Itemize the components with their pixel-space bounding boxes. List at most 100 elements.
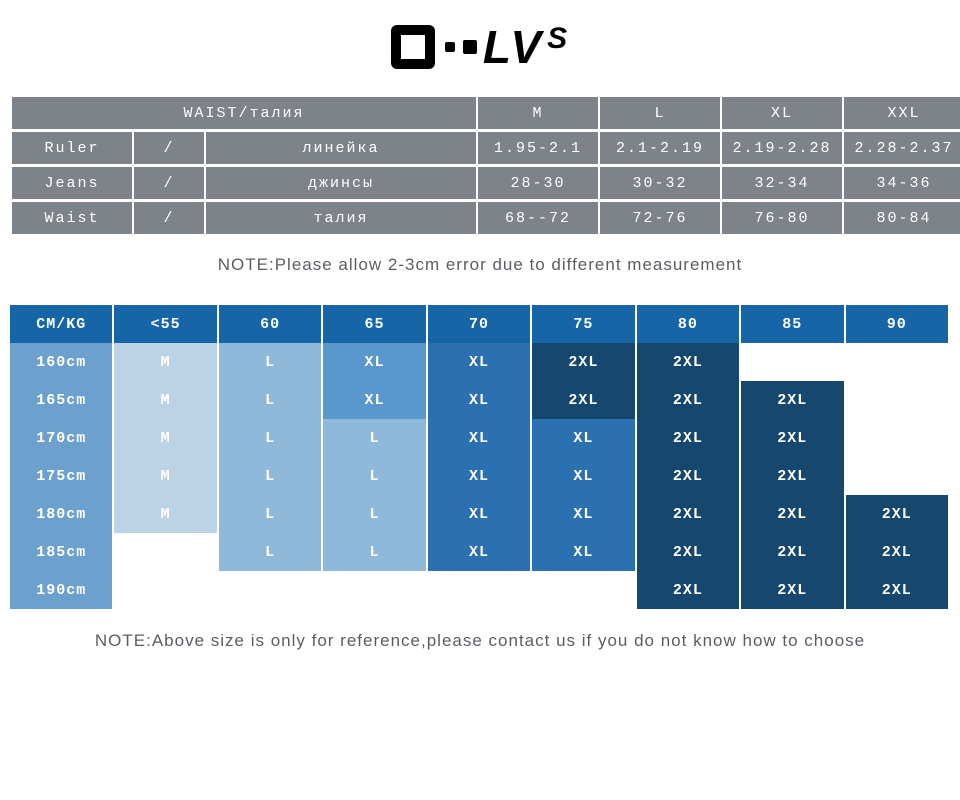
size-cell: [846, 381, 951, 419]
size-cell: 2XL: [846, 571, 951, 609]
row-sep: /: [134, 202, 204, 234]
size-cell: [323, 571, 427, 609]
row-header: 190cm: [10, 571, 114, 609]
size-cell: XL: [428, 457, 532, 495]
header-cell: 80: [637, 305, 741, 343]
table-row: 170cmMLLXLXL2XL2XL: [10, 419, 950, 457]
size-cell: L: [323, 533, 427, 571]
size-cell: 2XL: [637, 419, 741, 457]
table-row: 185cmLLXLXL2XL2XL2XL: [10, 533, 950, 571]
cell: 32-34: [722, 167, 842, 199]
size-cell: XL: [323, 343, 427, 381]
size-cell: XL: [532, 457, 636, 495]
header-cell: XL: [722, 97, 842, 129]
size-cell: XL: [428, 343, 532, 381]
header-cell: 75: [532, 305, 636, 343]
table-row: Ruler / линейка 1.95-2.1 2.1-2.19 2.19-2…: [12, 132, 960, 164]
size-cell: M: [114, 495, 218, 533]
cell: 1.95-2.1: [478, 132, 598, 164]
size-cell: L: [323, 495, 427, 533]
table-row: Jeans / джинсы 28-30 30-32 32-34 34-36: [12, 167, 960, 199]
size-cell: 2XL: [741, 533, 845, 571]
size-cell: 2XL: [532, 381, 636, 419]
size-cell: [114, 533, 218, 571]
row-label-en: Waist: [12, 202, 132, 234]
cell: 80-84: [844, 202, 960, 234]
header-cell: 65: [323, 305, 427, 343]
size-cell: M: [114, 457, 218, 495]
size-cell: L: [219, 419, 323, 457]
row-header: 170cm: [10, 419, 114, 457]
header-cell: 85: [741, 305, 845, 343]
size-cell: 2XL: [637, 457, 741, 495]
size-cell: 2XL: [741, 457, 845, 495]
size-cell: L: [219, 343, 323, 381]
logo-dot-icon: [445, 42, 455, 52]
logo-text: LV: [483, 20, 543, 74]
cell: 30-32: [600, 167, 720, 199]
row-header: 165cm: [10, 381, 114, 419]
table-row: 165cmMLXLXL2XL2XL2XL: [10, 381, 950, 419]
row-header: 180cm: [10, 495, 114, 533]
size-cell: 2XL: [637, 343, 741, 381]
size-cell: XL: [428, 419, 532, 457]
size-cell: 2XL: [741, 381, 845, 419]
header-cell: 90: [846, 305, 951, 343]
size-cell: 2XL: [637, 571, 741, 609]
size-cell: XL: [428, 381, 532, 419]
table-row: WAIST/талия M L XL XXL: [12, 97, 960, 129]
size-cell: L: [219, 533, 323, 571]
cell: 68--72: [478, 202, 598, 234]
cell: 72-76: [600, 202, 720, 234]
header-cell: M: [478, 97, 598, 129]
size-cell: [846, 457, 951, 495]
size-cell: XL: [532, 419, 636, 457]
logo-dot-icon: [463, 40, 477, 54]
size-cell: L: [219, 457, 323, 495]
table-header-row: CM/KG <55 60 65 70 75 80 85 90: [10, 305, 950, 343]
row-label-ru: джинсы: [206, 167, 476, 199]
cell: 76-80: [722, 202, 842, 234]
table-row: 190cm2XL2XL2XL: [10, 571, 950, 609]
row-label-en: Jeans: [12, 167, 132, 199]
row-sep: /: [134, 132, 204, 164]
row-header: 185cm: [10, 533, 114, 571]
waist-size-table: WAIST/талия M L XL XXL Ruler / линейка 1…: [10, 94, 960, 237]
size-cell: XL: [428, 495, 532, 533]
size-cell: 2XL: [637, 381, 741, 419]
header-cell: XXL: [844, 97, 960, 129]
header-cell: L: [600, 97, 720, 129]
cell: 2.19-2.28: [722, 132, 842, 164]
logo-text-s: S: [547, 22, 569, 56]
size-cell: 2XL: [741, 495, 845, 533]
table-row: 180cmMLLXLXL2XL2XL2XL: [10, 495, 950, 533]
measurement-note: NOTE:Please allow 2-3cm error due to dif…: [0, 255, 960, 275]
size-cell: 2XL: [741, 571, 845, 609]
size-cell: L: [219, 495, 323, 533]
cell: 2.28-2.37: [844, 132, 960, 164]
size-cell: 2XL: [532, 343, 636, 381]
cell: 28-30: [478, 167, 598, 199]
row-header: 160cm: [10, 343, 114, 381]
size-cell: XL: [323, 381, 427, 419]
table-row: Waist / талия 68--72 72-76 76-80 80-84: [12, 202, 960, 234]
size-cell: L: [219, 381, 323, 419]
size-cell: L: [323, 419, 427, 457]
size-cell: 2XL: [741, 419, 845, 457]
table-row: 175cmMLLXLXL2XL2XL: [10, 457, 950, 495]
brand-logo: LVS: [0, 20, 960, 74]
size-cell: XL: [428, 533, 532, 571]
logo-square-icon: [391, 25, 435, 69]
size-cell: M: [114, 381, 218, 419]
size-cell: M: [114, 419, 218, 457]
size-cell: [846, 343, 951, 381]
size-cell: 2XL: [637, 495, 741, 533]
size-cell: [741, 343, 845, 381]
reference-note: NOTE:Above size is only for reference,pl…: [0, 631, 960, 651]
size-cell: 2XL: [846, 533, 951, 571]
size-cell: 2XL: [846, 495, 951, 533]
cell: 34-36: [844, 167, 960, 199]
size-cell: XL: [532, 495, 636, 533]
size-cell: M: [114, 343, 218, 381]
header-cell: CM/KG: [10, 305, 114, 343]
